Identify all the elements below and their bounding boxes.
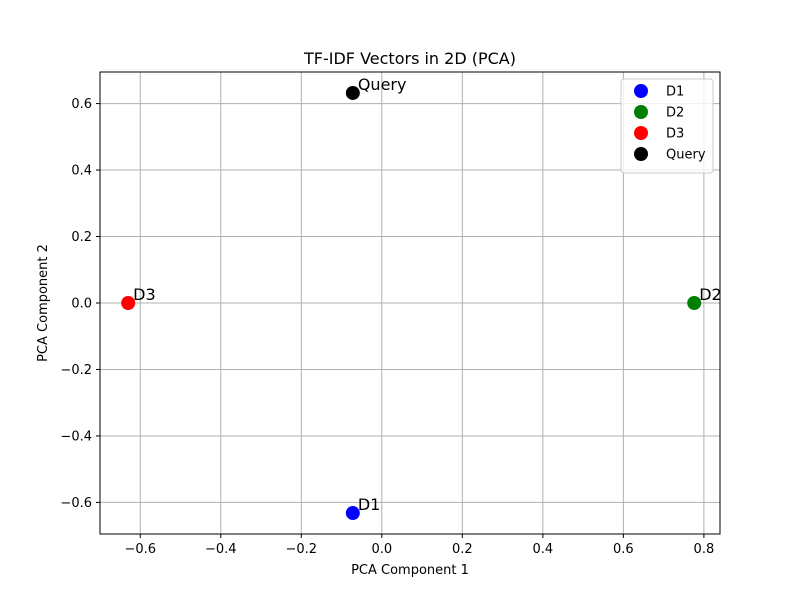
x-axis-label: PCA Component 1: [351, 563, 469, 578]
x-tick-label: 0.2: [452, 542, 473, 557]
y-tick-label: −0.4: [60, 429, 92, 444]
y-tick-label: 0.6: [71, 97, 92, 112]
x-tick-label: 0.4: [533, 542, 554, 557]
x-tick-label: −0.4: [205, 542, 237, 557]
y-tick-label: 0.2: [71, 230, 92, 245]
axis-ticks: −0.6 −0.4 −0.2 0.0 0.2 0.4 0.6 0.8 −0.6 −0.4 −0.2 0…: [60, 97, 714, 557]
y-tick-label: 0.0: [71, 297, 92, 312]
data-point: [345, 506, 360, 521]
point-label: D1: [358, 495, 381, 514]
legend-marker: [634, 84, 648, 98]
x-tick-label: 0.8: [694, 542, 715, 557]
y-tick-label: 0.4: [71, 164, 92, 179]
grid: [100, 72, 720, 534]
point-label: D3: [133, 285, 156, 304]
y-tick-label: −0.6: [60, 496, 92, 511]
legend-marker: [634, 147, 648, 161]
legend-entry-label: D1: [666, 85, 684, 100]
legend-marker: [634, 126, 648, 140]
point-label: Query: [358, 75, 407, 94]
y-axis-label: PCA Component 2: [36, 244, 51, 362]
x-tick-label: −0.6: [124, 542, 156, 557]
x-tick-label: 0.6: [613, 542, 634, 557]
legend: D1 D2 D3 Query: [620, 78, 714, 174]
legend-entry-label: D3: [666, 127, 684, 142]
x-tick-label: −0.2: [286, 542, 318, 557]
data-point: [345, 85, 360, 100]
legend-marker: [634, 105, 648, 119]
data-point: [121, 296, 136, 310]
chart-title: TF-IDF Vectors in 2D (PCA): [303, 49, 516, 68]
x-tick-label: 0.0: [371, 542, 392, 557]
plot-area-frame: [99, 71, 721, 535]
data-point: [687, 296, 702, 310]
y-tick-label: −0.2: [60, 363, 92, 378]
legend-entry-label: D2: [666, 106, 684, 121]
legend-entry-label: Query: [666, 148, 706, 163]
data-points: D1 D2 D3 Query: [121, 75, 722, 521]
point-label: D2: [699, 285, 722, 304]
